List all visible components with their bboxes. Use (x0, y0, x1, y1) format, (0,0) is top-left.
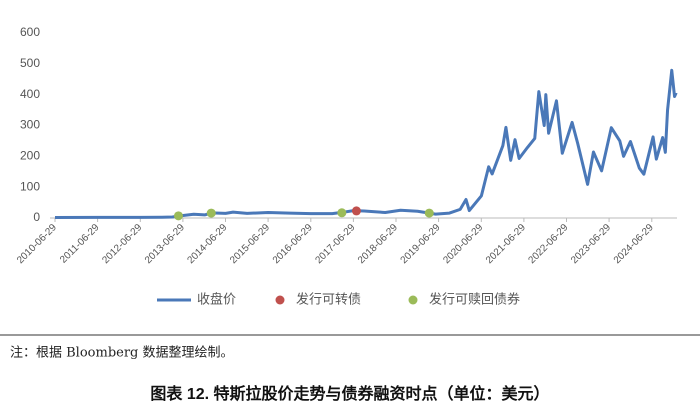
event-dot (351, 206, 361, 216)
legend-swatch (408, 295, 418, 305)
price-line (54, 68, 678, 220)
x-tick-label: 2012-06-29 (100, 222, 144, 266)
event-dot (337, 208, 347, 218)
event-dot (206, 208, 216, 218)
legend-label: 发行可赎回债券 (429, 291, 520, 306)
x-tick-label: 2020-06-29 (441, 222, 485, 266)
caption: 图表 12. 特斯拉股价走势与债券融资时点（单位：美元） (150, 384, 549, 403)
y-tick-label: 200 (20, 149, 40, 163)
x-tick-label: 2021-06-29 (484, 222, 528, 266)
legend-label: 收盘价 (197, 291, 236, 306)
x-tick-label: 2018-06-29 (356, 222, 400, 266)
y-tick-label: 100 (20, 179, 40, 193)
x-tick-label: 2023-06-29 (569, 222, 613, 266)
x-tick-label: 2022-06-29 (527, 222, 571, 266)
x-tick-label: 2024-06-29 (612, 222, 656, 266)
note: 注：根据 Bloomberg 数据整理绘制。 (10, 346, 234, 361)
x-tick-label: 2011-06-29 (58, 222, 102, 266)
y-tick-label: 0 (33, 210, 40, 224)
event-dot (173, 211, 183, 221)
legend-swatch (275, 295, 285, 305)
legend-label: 发行可转债 (296, 291, 361, 306)
x-tick-label: 2019-06-29 (399, 222, 443, 266)
x-tick-label: 2010-06-29 (15, 222, 59, 266)
y-tick-label: 500 (20, 56, 40, 70)
x-tick-label: 2017-06-29 (313, 222, 357, 266)
y-tick-label: 300 (20, 118, 40, 132)
y-tick-label: 400 (20, 87, 40, 101)
x-tick-label: 2013-06-29 (143, 222, 187, 266)
event-dot (424, 208, 434, 218)
x-tick-label: 2014-06-29 (186, 222, 230, 266)
x-tick-label: 2015-06-29 (228, 222, 272, 266)
x-tick-label: 2016-06-29 (271, 222, 315, 266)
y-tick-label: 600 (20, 25, 40, 39)
